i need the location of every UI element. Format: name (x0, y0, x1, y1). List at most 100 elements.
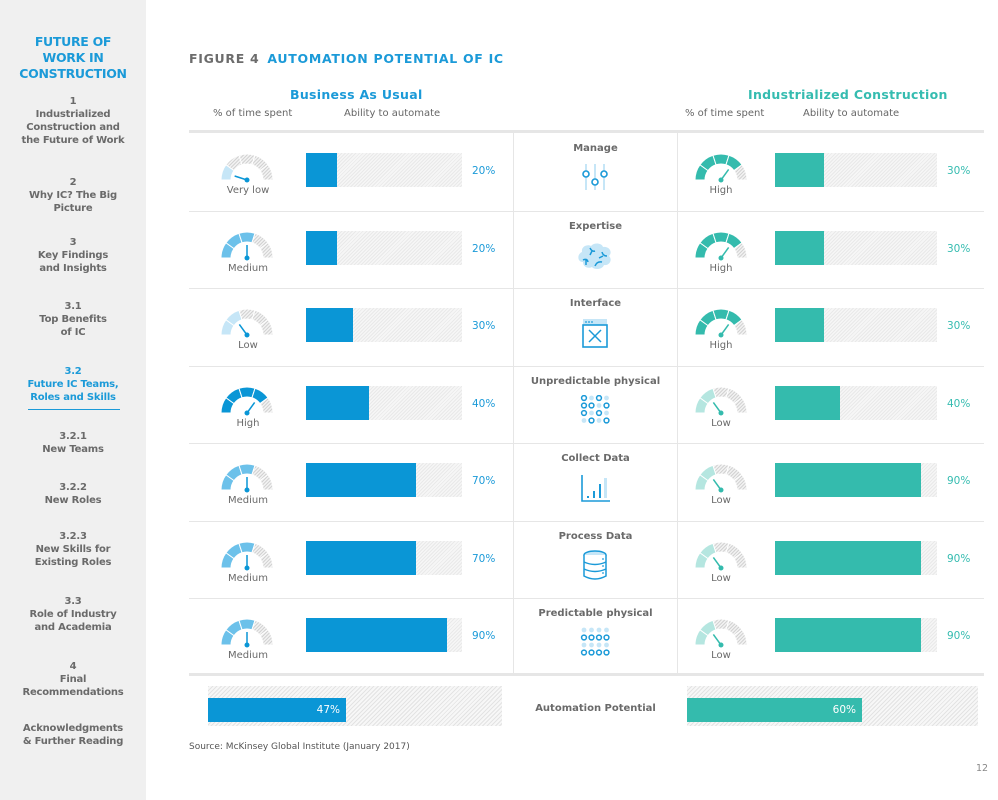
time-spent-label-bau: Very low (226, 185, 270, 196)
ability-bar-bau (306, 385, 369, 420)
ability-bar-ic (775, 308, 824, 342)
activity-label: Predictable physical (538, 608, 653, 619)
sidebar-item-number: 3.2.2 (59, 482, 87, 493)
row-divider (189, 520, 984, 522)
ability-bar-track-bau (306, 540, 462, 575)
bar-chart-icon (575, 472, 615, 504)
sidebar-item-label: Picture (53, 203, 93, 214)
sidebar-item[interactable]: 3.2.1 New Teams (4, 430, 142, 456)
sidebar-title-line: WORK IN (42, 50, 104, 65)
gauge-pivot (244, 565, 250, 570)
ability-bar-bau (306, 308, 353, 342)
sidebar-item-label: of IC (60, 327, 86, 338)
sidebar-item[interactable]: 3.2 Future IC Teams, Roles and Skills (4, 365, 142, 410)
ability-bar-track-ic (775, 385, 937, 420)
gauge-segment-empty (733, 551, 748, 568)
figure-title: FIGURE 4 AUTOMATION POTENTIAL OF IC (189, 51, 504, 66)
time-spent-gauge-ic (690, 615, 752, 651)
sidebar-title[interactable]: FUTURE OF WORK IN CONSTRUCTION (0, 34, 146, 82)
sliders-icon (575, 162, 615, 194)
sidebar-item-label: the Future of Work (21, 135, 125, 146)
sidebar-item-label: Why IC? The Big (29, 190, 117, 201)
gauge-segment-empty (733, 396, 748, 413)
predictable-dots-icon (575, 627, 615, 659)
summary-bar-bau: 47% (208, 698, 346, 722)
sidebar-item-label: and Insights (39, 263, 107, 274)
sidebar-item[interactable]: 3.2.3 New Skills for Existing Roles (4, 530, 142, 569)
time-spent-label-ic: Low (711, 417, 731, 429)
chart-row: Very low 20% Manage High 30% (0, 133, 998, 211)
gauge-segment-empty (733, 629, 748, 646)
figure-number: FIGURE 4 (189, 51, 260, 66)
activity-label: Expertise (568, 220, 623, 232)
gauge-segment-empty (733, 319, 748, 336)
time-spent-label-bau: Medium (228, 650, 268, 661)
sidebar-item-number: 2 (69, 177, 77, 188)
gauge-segment-empty (733, 241, 748, 258)
chart-row: Medium 90% Predictable physical Low 90% (0, 598, 998, 676)
time-spent-gauge-ic (690, 383, 752, 419)
database-icon (575, 549, 615, 582)
sidebar-item[interactable]: 1 Industrialized Construction and the Futur… (4, 95, 142, 147)
sidebar-item-number: 3.1 (64, 301, 82, 312)
sidebar-item-label: Role of Industry (29, 609, 117, 620)
gauge-pivot (244, 487, 250, 493)
ability-bar-track-ic (775, 540, 937, 575)
ability-bar-ic (775, 153, 824, 187)
ability-value-ic: 90% (947, 475, 971, 487)
sidebar-item[interactable]: 2 Why IC? The Big Picture (4, 176, 142, 215)
chart-row: Low 30% Interface High 30% (0, 288, 998, 366)
col-header-ability-ic: Ability to automate (803, 108, 900, 119)
sidebar-item-label: New Roles (44, 495, 102, 506)
time-spent-label-bau: Medium (228, 495, 268, 506)
sidebar-item[interactable]: 3.1 Top Benefits of IC (4, 300, 142, 339)
ability-bar-track-bau (306, 463, 462, 497)
ability-value-bau: 20% (472, 242, 496, 255)
ability-bar-track-bau (306, 230, 462, 265)
summary-track-ic: 60% (687, 686, 978, 726)
gauge-segment-empty (259, 629, 274, 646)
sidebar-item-number: 3 (69, 237, 77, 248)
row-divider (189, 365, 984, 367)
footer-divider (189, 673, 984, 676)
time-spent-label-bau: Low (238, 340, 258, 351)
gauge-pivot (718, 332, 724, 338)
col-header-time-ic: % of time spent (685, 108, 765, 119)
sidebar: FUTURE OF WORK IN CONSTRUCTION 1 Industri… (0, 0, 146, 800)
gauge-pivot (244, 410, 250, 415)
gauge-segment-empty (733, 164, 748, 181)
time-spent-gauge-bau (216, 538, 278, 574)
gauge-pivot (718, 177, 724, 183)
gauge-segment-empty (259, 319, 274, 336)
time-spent-gauge-ic (690, 460, 752, 496)
sidebar-item-label: Industrialized (35, 109, 111, 120)
chart-row: Medium 70% Process Data Low 90% (0, 521, 998, 599)
gauge-segment-empty (259, 241, 274, 258)
time-spent-gauge-ic (690, 538, 752, 574)
ability-bar-track-bau (306, 153, 462, 187)
time-spent-gauge-bau (216, 228, 278, 264)
sidebar-item[interactable]: 3 Key Findings and Insights (4, 236, 142, 275)
source-note: Source: McKinsey Global Institute (Janua… (189, 742, 410, 752)
time-spent-gauge-bau (216, 150, 278, 186)
sidebar-item-label: Key Findings (37, 250, 109, 261)
ability-bar-bau (306, 540, 416, 575)
ability-bar-ic (775, 463, 921, 497)
gauge-pivot (244, 177, 250, 183)
sidebar-item-label: Construction and (26, 122, 120, 133)
time-spent-label-ic: High (709, 185, 733, 196)
sidebar-item-label: Acknowledgments (22, 723, 124, 734)
gauge-pivot (718, 642, 724, 648)
time-spent-gauge-bau (216, 460, 278, 496)
sidebar-item[interactable]: Acknowledgments & Further Reading (4, 722, 142, 748)
column-divider (677, 133, 678, 675)
sidebar-item[interactable]: 4 Final Recommendations (4, 660, 142, 699)
sidebar-item-label: New Teams (42, 444, 104, 455)
sidebar-item[interactable]: 3.2.2 New Roles (4, 481, 142, 507)
gauge-pivot (718, 565, 724, 570)
summary-label: Automation Potential (535, 703, 656, 714)
sidebar-title-line: FUTURE OF (34, 34, 112, 49)
ability-bar-bau (306, 230, 337, 265)
ability-bar-bau (306, 153, 337, 187)
sidebar-item[interactable]: 3.3 Role of Industry and Academia (4, 595, 142, 634)
